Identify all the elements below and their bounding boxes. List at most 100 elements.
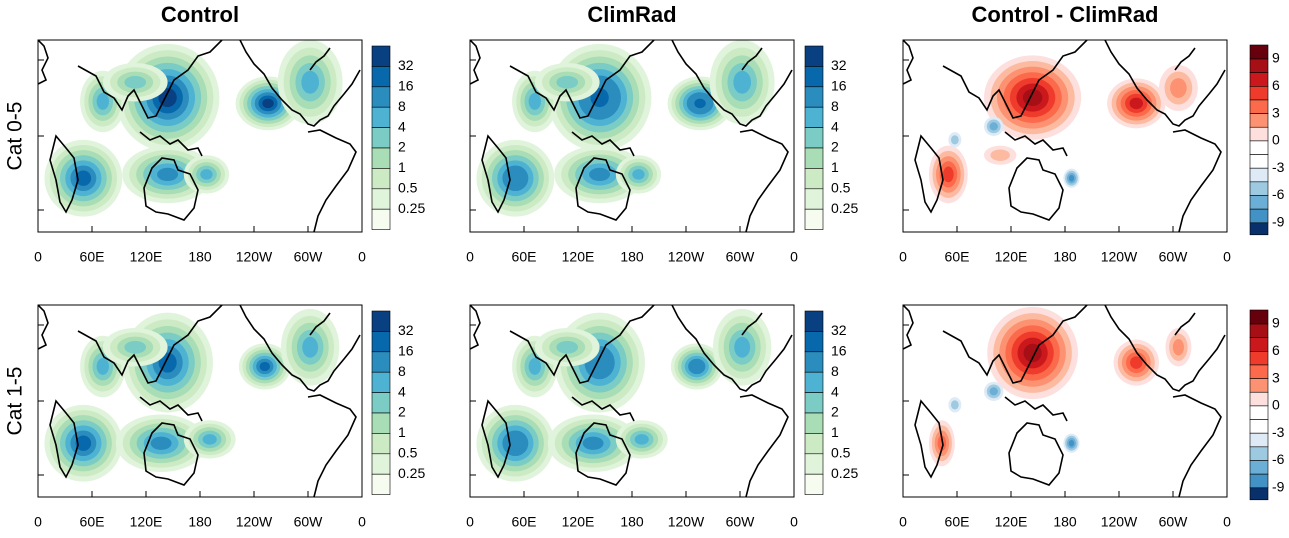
colorbar-segment — [371, 331, 391, 353]
colorbar-segment — [1249, 460, 1269, 475]
x-tick-label: 120E — [562, 249, 595, 265]
x-tick-label: 120E — [130, 249, 163, 265]
colorbar-label: 6 — [1272, 77, 1280, 93]
coastline — [914, 134, 944, 214]
colorbar-segment — [371, 453, 391, 475]
coastline — [942, 305, 1088, 384]
colorbar-label: 2 — [831, 139, 839, 155]
x-tick-label: 0 — [899, 249, 907, 265]
coastline — [1172, 394, 1222, 497]
colorbar-segment — [1249, 432, 1269, 448]
contour-fill — [528, 93, 541, 110]
coastline — [1174, 312, 1196, 336]
x-tick-label: 60E — [945, 514, 970, 530]
coastline — [38, 305, 49, 350]
colorbar-segment — [1249, 208, 1269, 224]
contour-fill — [556, 340, 578, 354]
colorbar-segment — [1249, 487, 1269, 501]
x-tick-label: 60W — [294, 514, 324, 530]
x-tick-label: 0 — [34, 514, 42, 530]
contour-fill — [507, 170, 524, 186]
x-tick-label: 60E — [512, 249, 537, 265]
x-tick-label: 60E — [80, 249, 105, 265]
colorbar-segment — [1249, 473, 1269, 489]
contour-fill — [734, 336, 751, 358]
colorbar-segment — [1249, 419, 1269, 434]
colorbar-segment — [371, 66, 391, 88]
contour-fill — [691, 361, 702, 372]
colorbar-segment — [1249, 337, 1269, 352]
map-panel: 0 60E 120E 180 120W 60W 0 — [899, 304, 1231, 530]
x-tick-label: 180 — [1053, 514, 1077, 530]
contour-fill — [200, 169, 213, 180]
colorbar-label: -6 — [1272, 451, 1285, 467]
colorbar-segment — [1249, 86, 1269, 101]
x-tick-label: 60W — [726, 249, 756, 265]
colorbar-label: 9 — [1272, 315, 1280, 331]
coastline — [942, 40, 1088, 119]
x-tick-label: 60E — [945, 249, 970, 265]
x-tick-label: 120E — [130, 514, 163, 530]
x-tick-label: 180 — [620, 514, 644, 530]
colorbar-segment — [371, 371, 391, 393]
colorbar-segment — [804, 168, 824, 190]
coastline — [571, 131, 635, 157]
contour-fill — [1172, 339, 1184, 356]
colorbar-label: 32 — [398, 57, 414, 73]
coastline — [903, 40, 914, 85]
colorbar-label: 16 — [398, 343, 414, 359]
x-tick-label: 0 — [34, 249, 42, 265]
colorbar-segment — [371, 310, 391, 332]
coastline — [309, 312, 331, 336]
coastline — [77, 305, 223, 384]
contour-fill — [950, 135, 959, 145]
colorbar-label: 2 — [398, 139, 406, 155]
colorbar-segment — [1249, 44, 1269, 60]
colorbar-segment — [1249, 391, 1269, 407]
contour-fill — [124, 340, 146, 354]
x-tick-label: 60E — [80, 514, 105, 530]
contour-fill — [1068, 175, 1075, 182]
x-tick-label: 0 — [899, 514, 907, 530]
colorbar-label: 32 — [831, 322, 847, 338]
coastline — [739, 394, 789, 497]
contour-fill — [733, 70, 751, 94]
coastline — [575, 422, 631, 486]
x-tick-label: 180 — [188, 249, 212, 265]
x-tick-label: 120W — [668, 514, 705, 530]
x-tick-label: 120E — [995, 249, 1028, 265]
colorbar-label: 16 — [831, 343, 847, 359]
contour-fill — [157, 167, 179, 182]
map-panel: 0 60E 120E 180 120W 60W 0 — [34, 304, 366, 530]
map-field — [470, 40, 794, 232]
coastline — [307, 394, 357, 497]
colorbar-segment — [371, 127, 391, 149]
coastline — [571, 396, 635, 422]
colorbar-label: 0.5 — [398, 180, 418, 196]
contour-fill — [75, 435, 92, 451]
map-field — [903, 40, 1227, 232]
coastline — [307, 129, 357, 232]
colorbar-label: 9 — [1272, 50, 1280, 66]
coastline — [671, 40, 793, 127]
colorbar-segment — [1249, 222, 1269, 236]
colorbar-segment — [804, 371, 824, 393]
coastline — [739, 129, 789, 232]
colorbar-label: 4 — [398, 383, 406, 399]
contour-fill — [632, 169, 645, 180]
colorbar-label: 32 — [831, 57, 847, 73]
colorbar-segment — [804, 351, 824, 373]
colorbar-segment — [1249, 350, 1269, 366]
x-tick-label: 0 — [358, 514, 366, 530]
colorbar-label: 4 — [831, 383, 839, 399]
colorbar-segment — [1249, 58, 1269, 73]
colorbar-label: 8 — [831, 98, 839, 114]
colorbar-label: 0.25 — [398, 465, 425, 481]
contour-fill — [1129, 97, 1144, 110]
x-tick-label: 180 — [1053, 249, 1077, 265]
colorbar-label: 3 — [1272, 104, 1280, 120]
colorbar-segment — [1249, 99, 1269, 114]
colorbar-label: -6 — [1272, 186, 1285, 202]
